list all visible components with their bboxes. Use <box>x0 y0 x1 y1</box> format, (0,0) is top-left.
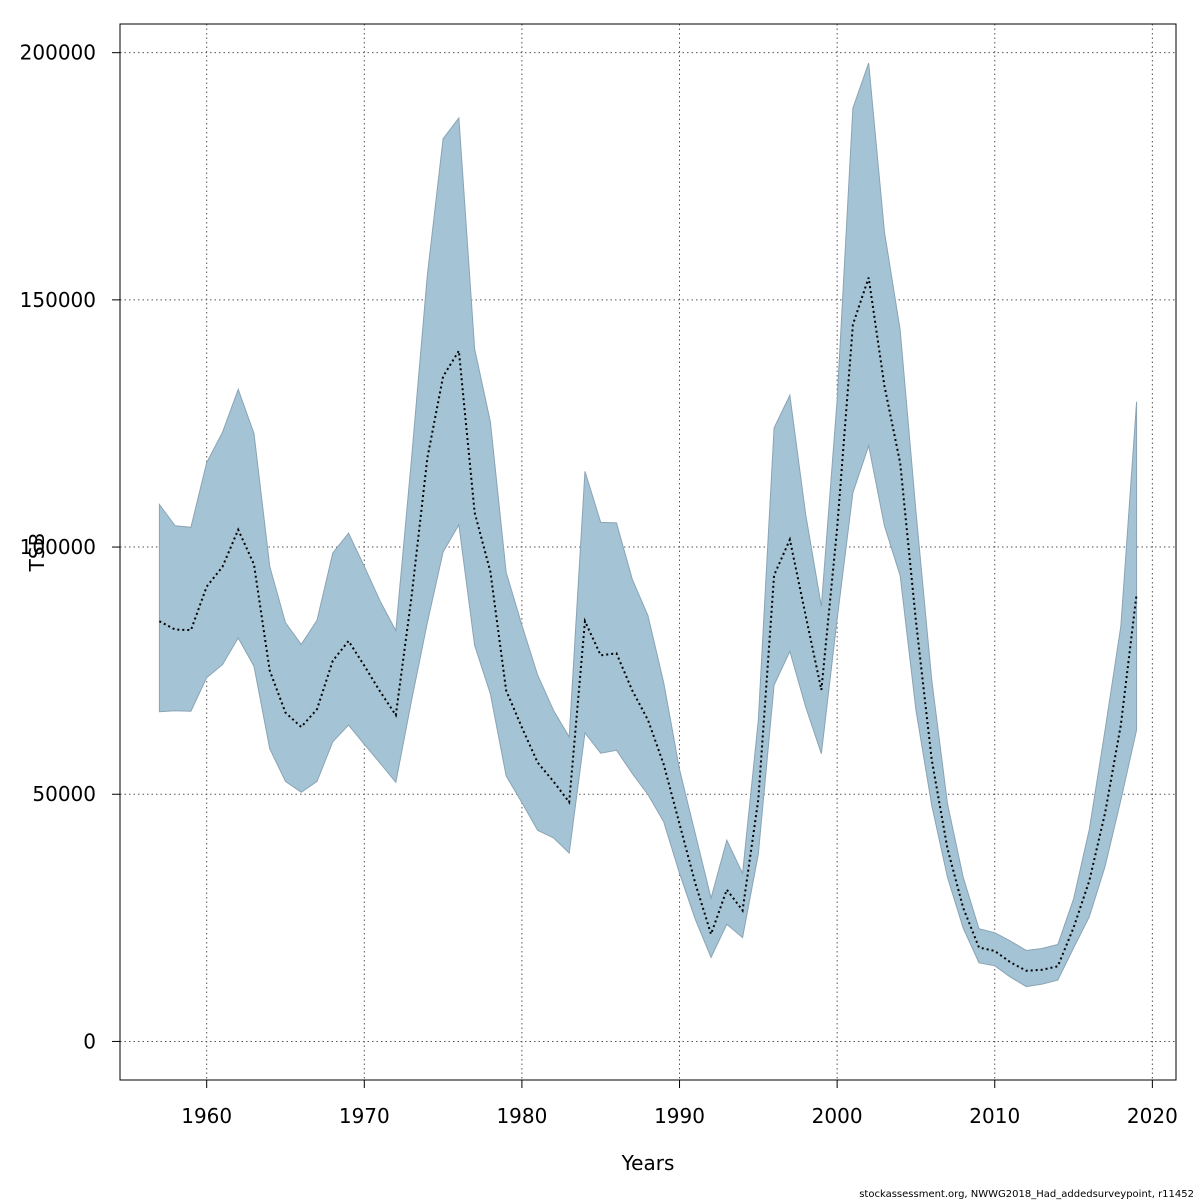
x-tick-label: 1970 <box>339 1104 390 1128</box>
x-tick-label: 1990 <box>654 1104 705 1128</box>
x-tick-label: 1960 <box>181 1104 232 1128</box>
x-tick-label: 2010 <box>969 1104 1020 1128</box>
y-tick-label: 0 <box>83 1029 96 1053</box>
x-tick-label: 2020 <box>1127 1104 1178 1128</box>
confidence-band <box>158 62 1138 988</box>
y-tick-label: 100000 <box>20 535 96 559</box>
plot-frame <box>119 23 1177 1081</box>
x-axis-title: Years <box>621 1151 675 1175</box>
y-axis-title: TSB <box>25 533 49 573</box>
y-tick-label: 50000 <box>32 782 96 806</box>
grid-lines <box>120 24 1176 1080</box>
y-tick-label: 200000 <box>20 41 96 65</box>
x-tick-label: 1980 <box>496 1104 547 1128</box>
y-tick-label: 150000 <box>20 288 96 312</box>
x-tick-label: 2000 <box>812 1104 863 1128</box>
axes: 1960 1970 1980 1990 2000 2010 2020 0 50000 100000… <box>20 41 1178 1128</box>
confidence-band-layer <box>158 62 1138 988</box>
footer-note: stockassessment.org, NWWG2018_Had_addeds… <box>859 1189 1194 1200</box>
